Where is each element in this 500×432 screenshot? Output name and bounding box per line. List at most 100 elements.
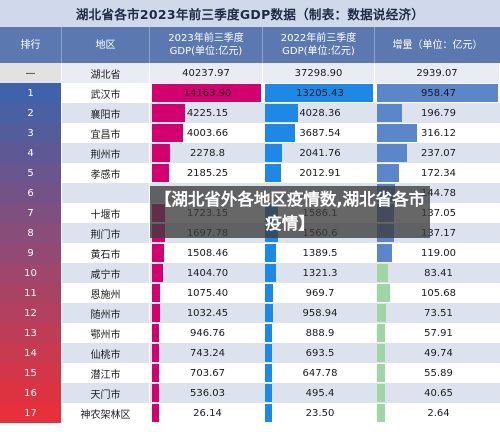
growth-bar — [377, 144, 407, 162]
region-cell: 随州市 — [62, 303, 150, 323]
gdp2023-bar — [152, 264, 163, 282]
region-cell: 仙桃市 — [62, 343, 150, 363]
table-title: 湖北省各市2023年前三季度GDP数据（制表：数据说经济） — [0, 0, 500, 27]
gdp2023-bar — [152, 364, 159, 382]
growth-bar — [377, 124, 417, 142]
region-cell: 鄂州市 — [62, 323, 150, 343]
gdp2023-value: 2185.25 — [186, 167, 229, 179]
region-cell: 宜昌市 — [62, 123, 150, 143]
gdp2023-value: 1075.40 — [186, 287, 229, 299]
growth-value: 144.78 — [421, 187, 456, 199]
table-row: 15 潜江市 703.67 647.78 55.89 — [0, 363, 500, 383]
gdp2023-value: 703.67 — [190, 367, 225, 379]
gdp2022-bar — [265, 264, 276, 282]
gdp2022-value: 1389.5 — [302, 247, 338, 259]
region-cell: 荆门市 — [62, 223, 150, 243]
gdp2022-bar — [265, 344, 272, 362]
growth-value: 49.74 — [424, 347, 453, 359]
table-row: 13 鄂州市 946.76 888.9 57.91 — [0, 323, 500, 343]
gdp2022-bar — [265, 124, 296, 142]
gdp2023-value: 536.03 — [190, 387, 225, 399]
gdp2022-value: 23.50 — [305, 407, 335, 419]
gdp2023-bar — [152, 304, 160, 322]
growth-bar — [377, 264, 388, 282]
gdp2023-bar — [152, 104, 185, 122]
growth-value: 137.05 — [421, 207, 456, 219]
table-row: 5 孝感市 2185.25 2012.91 172.34 — [0, 163, 500, 183]
growth-bar — [377, 364, 385, 382]
growth-bar — [377, 304, 387, 322]
gdp2023-bar — [152, 384, 159, 402]
gdp2022-bar — [265, 364, 272, 382]
header-gdp2022: 2022年前三季度GDP(单位:亿元) — [263, 27, 375, 63]
gdp2022-value: 2041.76 — [299, 147, 341, 159]
growth-value: 119.00 — [421, 247, 456, 259]
table-row: 17 神农架林区 26.14 23.50 2.64 — [0, 403, 500, 423]
gdp2023-value: 1508.46 — [186, 247, 229, 259]
rank-cell: 13 — [0, 323, 62, 343]
table-row: 9 黄石市 1508.46 1389.5 119.00 — [0, 243, 500, 263]
gdp2023-bar — [152, 164, 169, 182]
gdp2023-bar — [152, 284, 161, 302]
gdp2023-bar — [152, 124, 183, 142]
total-growth: 2939.07 — [375, 63, 500, 83]
growth-value: 316.12 — [421, 127, 456, 139]
gdp2022-value: 4028.36 — [299, 107, 341, 119]
growth-value: 172.34 — [421, 167, 456, 179]
table-row: 1 武汉市 14163.90 13205.43 958.47 — [0, 83, 500, 103]
overlay-banner: 【湖北省外各地区疫情数,湖北省各市疫情】 — [150, 186, 430, 238]
gdp2022-value: 647.78 — [302, 367, 338, 379]
growth-value: 83.41 — [424, 267, 453, 279]
region-cell: 恩施州 — [62, 283, 150, 303]
gdp2022-value: 3687.54 — [299, 127, 341, 139]
growth-value: 237.07 — [421, 147, 456, 159]
region-cell: 咸宁市 — [62, 263, 150, 283]
gdp2022-value: 888.9 — [305, 327, 335, 339]
gdp2022-bar — [265, 104, 298, 122]
growth-bar — [377, 404, 385, 422]
growth-value: 73.51 — [424, 307, 453, 319]
gdp2023-value: 4003.66 — [186, 127, 229, 139]
table-row: 16 天门市 536.03 495.4 40.65 — [0, 383, 500, 403]
table-row: 2 襄阳市 4225.15 4028.36 196.79 — [0, 103, 500, 123]
rank-cell: 4 — [0, 143, 62, 163]
growth-value: 55.89 — [424, 367, 453, 379]
rank-cell: 8 — [0, 223, 62, 243]
rank-cell: 16 — [0, 383, 62, 403]
gdp2022-value: 1321.3 — [302, 267, 338, 279]
gdp2022-bar — [265, 384, 272, 402]
gdp2022-value: 495.4 — [305, 387, 335, 399]
rank-cell: 10 — [0, 263, 62, 283]
gdp2023-bar — [152, 244, 164, 262]
growth-bar — [377, 244, 393, 262]
gdp2023-bar — [152, 344, 159, 362]
total-gdp2022: 37298.90 — [263, 63, 375, 83]
growth-value: 958.47 — [421, 87, 456, 99]
gdp2022-bar — [265, 304, 273, 322]
growth-bar — [377, 384, 385, 402]
rank-cell: 1 — [0, 83, 62, 103]
gdp2023-value: 2278.8 — [190, 147, 225, 159]
table-row: 14 仙桃市 743.24 693.5 49.74 — [0, 343, 500, 363]
rank-cell: 6 — [0, 183, 62, 203]
table-row: 3 宜昌市 4003.66 3687.54 316.12 — [0, 123, 500, 143]
region-cell: 襄阳市 — [62, 103, 150, 123]
region-cell: 孝感市 — [62, 163, 150, 183]
table-row: 12 随州市 1032.45 958.94 73.51 — [0, 303, 500, 323]
gdp2022-value: 969.7 — [305, 287, 335, 299]
gdp2022-bar — [265, 244, 277, 262]
gdp2022-bar — [265, 84, 373, 102]
gdp2023-value: 743.24 — [190, 347, 225, 359]
rank-cell: 11 — [0, 283, 62, 303]
growth-value: 57.91 — [424, 327, 453, 339]
table-row: 4 荆州市 2278.8 2041.76 237.07 — [0, 143, 500, 163]
growth-bar — [377, 324, 385, 342]
gdp2023-value: 1032.45 — [186, 307, 229, 319]
header-rank: 排行 — [0, 27, 62, 63]
gdp2023-value: 1404.70 — [186, 267, 229, 279]
gdp2022-value: 2012.91 — [299, 167, 341, 179]
growth-value: 137.17 — [421, 227, 456, 239]
table-row: 10 咸宁市 1404.70 1321.3 83.41 — [0, 263, 500, 283]
growth-value: 196.79 — [421, 107, 456, 119]
region-cell: 武汉市 — [62, 83, 150, 103]
